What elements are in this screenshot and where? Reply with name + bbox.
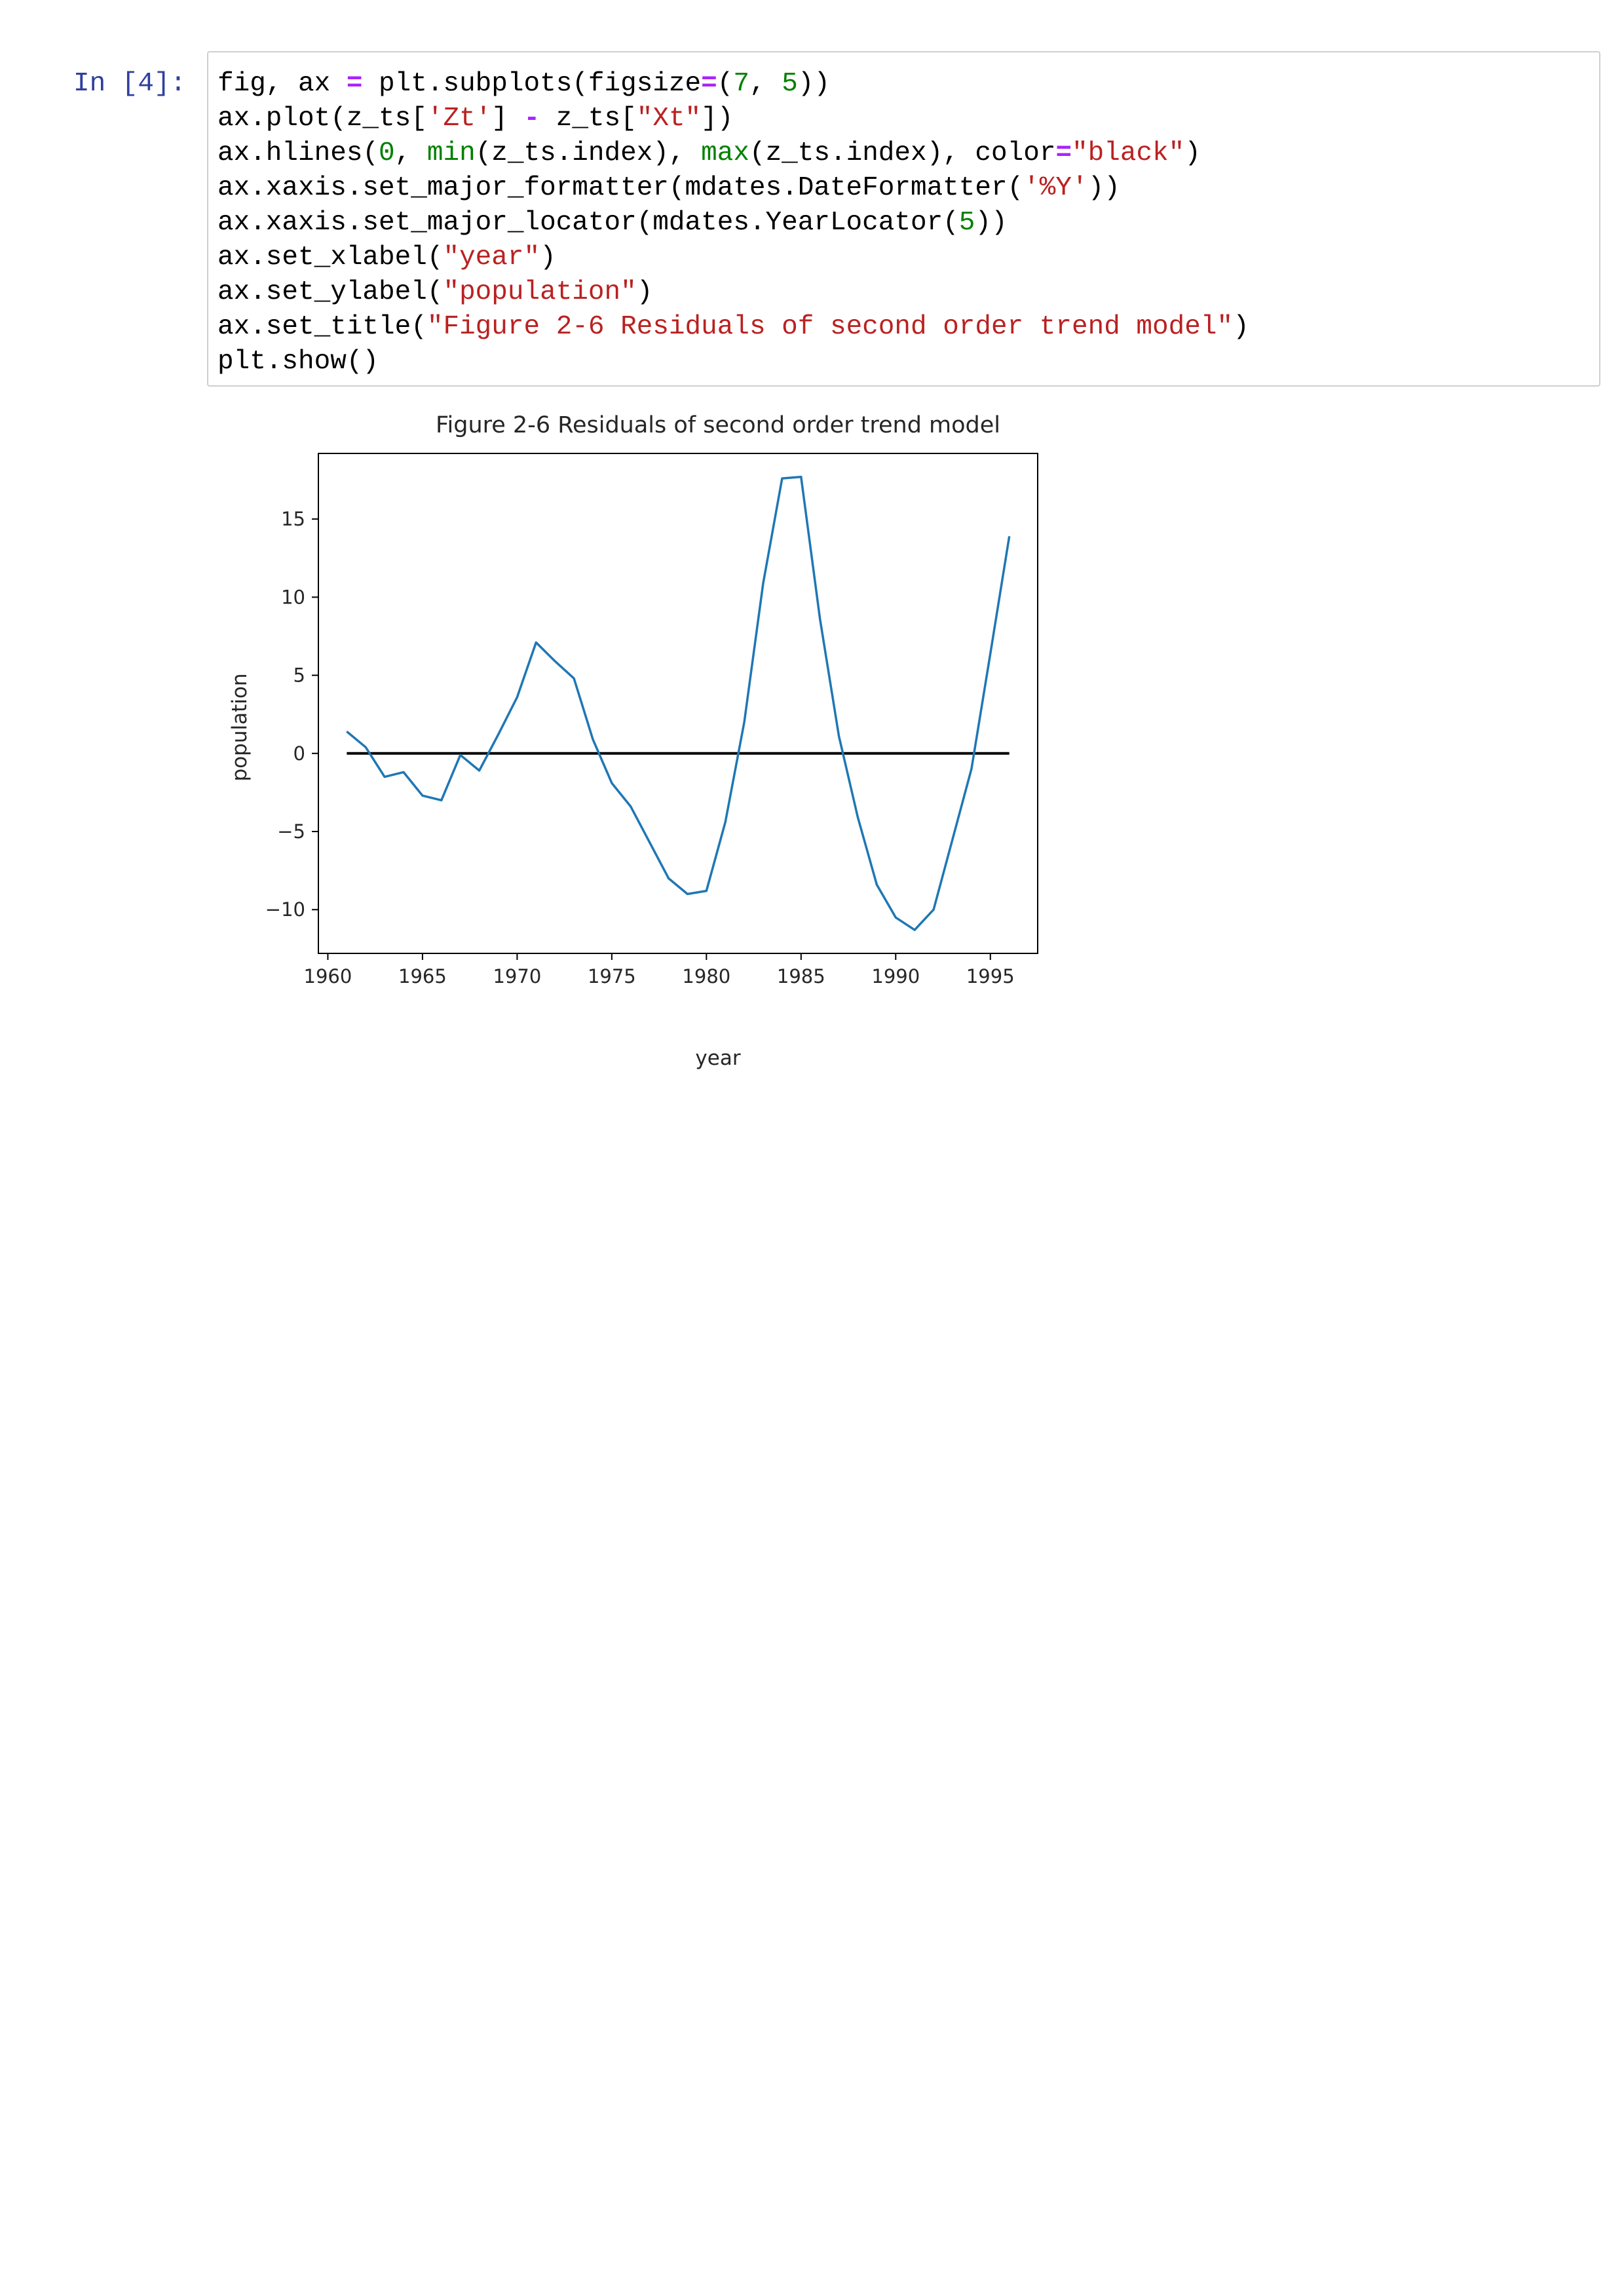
- code-token: ax.plot(z_ts[: [217, 104, 427, 134]
- cell-output: Figure 2-6 Residuals of second order tre…: [207, 400, 1190, 1088]
- code-line: ax.set_ylabel("population"): [217, 275, 1249, 310]
- code-token: )): [797, 69, 831, 99]
- code-token: 'Zt': [426, 104, 492, 134]
- residual-series-line: [346, 476, 1011, 931]
- code-token: ]): [701, 104, 734, 134]
- code-line: ax.xaxis.set_major_locator(mdates.YearLo…: [217, 206, 1249, 240]
- y-tick-label: 5: [293, 664, 305, 687]
- code-token: =: [346, 69, 363, 99]
- code-token: 5: [958, 208, 975, 238]
- code-token: -: [523, 104, 540, 134]
- code-token: ax.set_title(: [217, 312, 427, 342]
- code-token: min: [426, 138, 476, 168]
- code-token: =: [701, 69, 717, 99]
- code-line: ax.xaxis.set_major_formatter(mdates.Date…: [217, 171, 1249, 206]
- cell-prompt: In [4]:: [73, 69, 187, 99]
- code-token: ): [1184, 138, 1201, 168]
- code-token: ): [636, 277, 653, 307]
- x-tick-label: 1960: [304, 965, 352, 987]
- residuals-chart: Figure 2-6 Residuals of second order tre…: [228, 412, 1038, 1070]
- code-token: =: [1055, 138, 1072, 168]
- code-token: ]: [491, 104, 524, 134]
- code-token: ax.set_ylabel(: [217, 277, 444, 307]
- x-tick-label: 1990: [871, 965, 920, 987]
- x-tick-label: 1985: [777, 965, 825, 987]
- code-token: plt.subplots(figsize: [362, 69, 702, 99]
- x-axis-label: year: [695, 1046, 740, 1070]
- plot-area: 1960 1965 1970 1975 1980 1985 1990 1995 −10 −5 0 5 1…: [265, 453, 1038, 987]
- code-token: ax.xaxis.set_major_locator(mdates.YearLo…: [217, 208, 959, 238]
- axes-frame: [318, 453, 1038, 954]
- code-token: )): [1087, 173, 1120, 203]
- code-token: ): [540, 242, 556, 273]
- code-line: ax.hlines(0, min(z_ts.index), max(z_ts.i…: [217, 136, 1249, 171]
- code-token: (: [717, 69, 734, 99]
- code-line: ax.set_title("Figure 2-6 Residuals of se…: [217, 310, 1249, 345]
- y-tick-label: 15: [281, 508, 305, 530]
- chart-title: Figure 2-6 Residuals of second order tre…: [436, 412, 1000, 438]
- code-line: ax.set_xlabel("year"): [217, 240, 1249, 275]
- x-tick-label: 1975: [588, 965, 636, 987]
- code-token: )): [975, 208, 1008, 238]
- x-tick-label: 1980: [682, 965, 730, 987]
- code-token: "Xt": [636, 104, 702, 134]
- code-token: "population": [443, 277, 637, 307]
- code-token: 5: [782, 69, 798, 99]
- code-token: plt.show(): [217, 347, 379, 377]
- code-token: ,: [394, 138, 427, 168]
- code-token: ,: [749, 69, 782, 99]
- code-token: '%Y': [1023, 173, 1088, 203]
- code-token: z_ts[: [540, 104, 637, 134]
- code-token: 7: [733, 69, 749, 99]
- code-text[interactable]: fig, ax = plt.subplots(figsize=(7, 5)) ax…: [217, 67, 1249, 379]
- code-line: ax.plot(z_ts['Zt'] - z_ts["Xt"]): [217, 102, 1249, 136]
- code-token: ax.hlines(: [217, 138, 379, 168]
- code-token: "black": [1072, 138, 1185, 168]
- code-token: ax.set_xlabel(: [217, 242, 444, 273]
- code-token: fig, ax: [217, 69, 347, 99]
- code-token: (z_ts.index),: [475, 138, 702, 168]
- x-tick-label: 1965: [398, 965, 447, 987]
- y-tick-label: −5: [277, 820, 305, 843]
- y-axis-label: population: [228, 674, 252, 782]
- code-editor[interactable]: fig, ax = plt.subplots(figsize=(7, 5)) ax…: [207, 51, 1600, 387]
- code-token: 0: [379, 138, 395, 168]
- code-token: "Figure 2-6 Residuals of second order tr…: [426, 312, 1234, 342]
- code-token: ): [1233, 312, 1249, 342]
- code-line: fig, ax = plt.subplots(figsize=(7, 5)): [217, 67, 1249, 102]
- y-tick-label: 0: [293, 742, 305, 765]
- y-tick-label: −10: [265, 898, 305, 921]
- code-token: ax.xaxis.set_major_formatter(mdates.Date…: [217, 173, 1024, 203]
- code-token: max: [701, 138, 749, 168]
- x-tick-label: 1995: [966, 965, 1015, 987]
- code-token: (z_ts.index), color: [749, 138, 1056, 168]
- code-line: plt.show(): [217, 345, 1249, 379]
- code-token: "year": [443, 242, 540, 273]
- y-tick-label: 10: [281, 586, 305, 608]
- x-tick-label: 1970: [493, 965, 541, 987]
